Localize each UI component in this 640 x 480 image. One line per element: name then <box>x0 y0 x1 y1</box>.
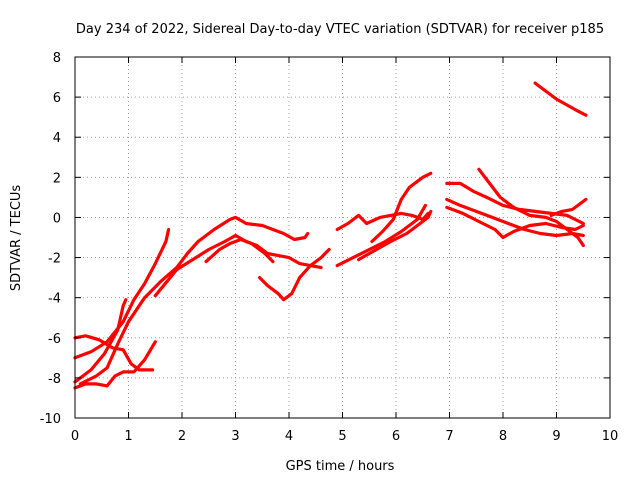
x-tick-label: 6 <box>392 429 400 444</box>
y-axis-label: SDTVAR / TECUs <box>9 185 24 292</box>
y-tick-label: 0 <box>53 211 61 226</box>
x-tick-label: 5 <box>338 429 346 444</box>
y-tick-label: -4 <box>48 292 61 307</box>
y-tick-label: -10 <box>40 412 61 427</box>
chart-title: Day 234 of 2022, Sidereal Day-to-day VTE… <box>76 22 604 37</box>
x-tick-label: 2 <box>178 429 186 444</box>
x-tick-label: 8 <box>499 429 507 444</box>
x-tick-label: 9 <box>552 429 560 444</box>
y-tick-label: 4 <box>53 131 61 146</box>
y-tick-label: -2 <box>48 252 61 267</box>
y-tick-label: 2 <box>53 171 61 186</box>
sdtvar-chart: Day 234 of 2022, Sidereal Day-to-day VTE… <box>0 0 640 480</box>
series-track-17 <box>535 83 586 115</box>
x-axis-label: GPS time / hours <box>286 459 395 474</box>
x-tick-label: 7 <box>445 429 453 444</box>
x-tick-label: 10 <box>602 429 619 444</box>
y-tick-labels: -10 -8 -6 -4 -2 0 2 4 6 8 <box>40 51 61 427</box>
x-tick-labels: 0 1 2 3 4 5 6 7 8 9 10 <box>71 429 618 444</box>
x-tick-label: 0 <box>71 429 79 444</box>
series-track-7 <box>206 240 273 262</box>
data-tracks <box>75 83 586 388</box>
y-tick-label: 8 <box>53 51 61 66</box>
y-tick-label: 6 <box>53 91 61 106</box>
series-track-5 <box>80 217 307 384</box>
y-tick-label: -6 <box>48 332 61 347</box>
grid-lines <box>75 57 610 418</box>
x-tick-label: 3 <box>231 429 239 444</box>
x-tick-label: 1 <box>124 429 132 444</box>
x-tick-label: 4 <box>285 429 293 444</box>
y-tick-label: -8 <box>48 372 61 387</box>
